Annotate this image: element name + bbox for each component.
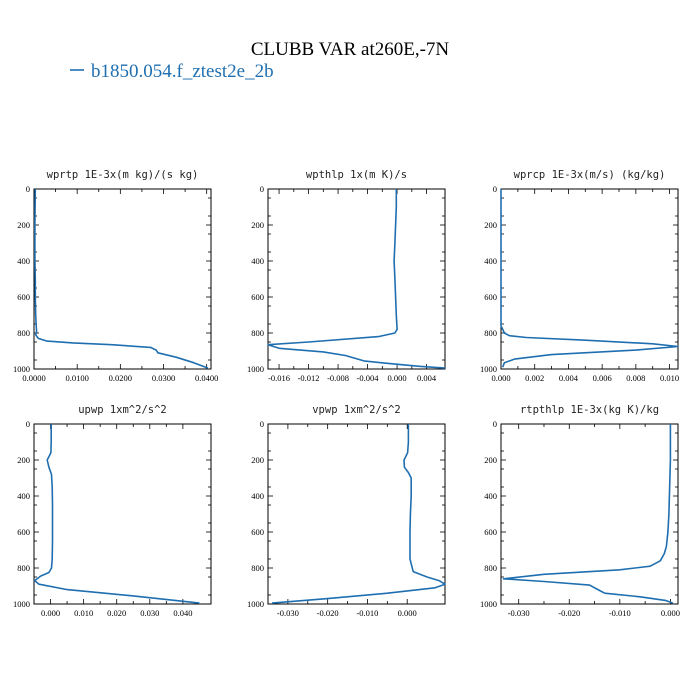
- y-tick-label: 200: [484, 220, 497, 230]
- y-tick-label: 600: [17, 292, 30, 302]
- figure-title: CLUBB VAR at260E,-7N: [251, 39, 450, 60]
- y-tick-label: 1000: [247, 364, 264, 374]
- plot-frame: [267, 188, 446, 370]
- series-line: [267, 189, 446, 369]
- chart-panel-1: wprtp 1E-3x(m kg)/(s kg) 0 200 400 600 800 100…: [13, 169, 218, 383]
- x-tick-label: 0.006: [593, 373, 612, 383]
- panel-title: vpwp 1xm^2/s^2: [312, 404, 401, 416]
- y-tick-label: 800: [17, 563, 30, 573]
- x-tick-label: 0.040: [173, 608, 192, 618]
- x-tick-label: 0.0100: [65, 373, 88, 383]
- plot-frame: [33, 188, 212, 370]
- y-tick-label: 1000: [247, 599, 264, 609]
- series-line: [500, 189, 679, 368]
- x-tick-label: 0.002: [525, 373, 544, 383]
- y-tick-label: 0: [26, 184, 30, 194]
- x-tick-label: -0.004: [357, 373, 380, 383]
- y-tick-label: 200: [251, 455, 264, 465]
- x-tick-label: 0.000: [661, 608, 680, 618]
- panel-title: wprtp 1E-3x(m kg)/(s kg): [47, 169, 199, 181]
- x-tick-label: -0.008: [327, 373, 349, 383]
- y-tick-label: 1000: [13, 599, 30, 609]
- y-tick-label: 0: [260, 419, 264, 429]
- y-tick-label: 200: [17, 455, 30, 465]
- plot-frame: [33, 423, 212, 605]
- y-tick-label: 600: [484, 527, 497, 537]
- chart-panel-2: wpthlp 1x(m K)/s02004006008001000-0.016-…: [247, 169, 446, 383]
- chart-panel-3: wprcp 1E-3x(m/s) (kg/kg) 0 200 400 600 800 100…: [480, 169, 679, 383]
- x-tick-label: 0.000: [388, 373, 407, 383]
- y-tick-label: 0: [260, 184, 264, 194]
- y-tick-label: 400: [251, 491, 264, 501]
- x-tick-label: 0.000: [398, 608, 417, 618]
- x-tick-label: 0.010: [74, 608, 93, 618]
- y-tick-label: 400: [17, 491, 30, 501]
- y-tick-label: 600: [484, 292, 497, 302]
- y-tick-label: 400: [484, 256, 497, 266]
- y-tick-label: 400: [251, 256, 264, 266]
- panel-title: upwp 1xm^2/s^2: [78, 404, 167, 416]
- y-tick-label: 0: [26, 419, 30, 429]
- y-tick-label: 1000: [13, 364, 30, 374]
- x-tick-label: -0.030: [508, 608, 530, 618]
- x-tick-label: 0.004: [559, 373, 579, 383]
- y-tick-label: 800: [484, 563, 497, 573]
- y-tick-label: 800: [251, 563, 264, 573]
- x-tick-label: -0.010: [356, 608, 378, 618]
- series-line: [33, 424, 200, 604]
- x-tick-label: -0.010: [609, 608, 631, 618]
- x-tick-label: 0.020: [107, 608, 126, 618]
- panel-title: wprcp 1E-3x(m/s) (kg/kg): [514, 169, 666, 181]
- legend: b1850.054.f_ztest2e_2b: [70, 61, 274, 82]
- y-tick-label: 800: [484, 328, 497, 338]
- y-tick-label: 0: [493, 184, 497, 194]
- x-tick-label: -0.016: [268, 373, 290, 383]
- y-tick-label: 400: [484, 491, 497, 501]
- x-tick-label: 0.000: [491, 373, 510, 383]
- x-tick-label: 0.004: [417, 373, 437, 383]
- chart-panel-5: vpwp 1xm^2/s^2 0 200 400 600 800 1000 -0.030 -0.…: [247, 404, 446, 618]
- x-tick-label: 0.0300: [152, 373, 175, 383]
- x-tick-label: 0.008: [626, 373, 645, 383]
- x-tick-label: 0.0000: [22, 373, 45, 383]
- x-tick-label: 0.0200: [109, 373, 132, 383]
- plot-frame: [500, 423, 679, 605]
- y-tick-label: 800: [17, 328, 30, 338]
- y-tick-label: 200: [17, 220, 30, 230]
- y-tick-label: 1000: [480, 364, 497, 374]
- y-tick-label: 200: [251, 220, 264, 230]
- y-tick-label: 800: [251, 328, 264, 338]
- series-line: [502, 424, 674, 604]
- x-tick-label: 0.030: [140, 608, 159, 618]
- series-line: [34, 188, 209, 369]
- y-tick-label: 400: [17, 256, 30, 266]
- y-tick-label: 200: [484, 455, 497, 465]
- y-tick-label: 0: [493, 419, 497, 429]
- x-tick-label: -0.030: [277, 608, 299, 618]
- chart-panel-4: upwp 1xm^2/s^2 0 200 400 600 800 1000 0.000 0.01…: [13, 404, 212, 618]
- series-line: [271, 424, 446, 604]
- panel-title: wpthlp 1x(m K)/s: [306, 169, 407, 181]
- panel-title: rtpthlp 1E-3x(kg K)/kg: [520, 404, 659, 416]
- x-tick-label: -0.020: [317, 608, 339, 618]
- x-tick-label: 0.0400: [195, 373, 218, 383]
- x-tick-label: 0.010: [660, 373, 679, 383]
- y-tick-label: 1000: [480, 599, 497, 609]
- x-tick-label: -0.020: [558, 608, 580, 618]
- y-tick-label: 600: [17, 527, 30, 537]
- y-tick-label: 600: [251, 292, 264, 302]
- plot-frame: [267, 423, 446, 605]
- legend-label: b1850.054.f_ztest2e_2b: [91, 61, 274, 82]
- x-tick-label: -0.012: [298, 373, 320, 383]
- y-tick-label: 600: [251, 527, 264, 537]
- chart-panel-6: rtpthlp 1E-3x(kg K)/kg 0 200 400 600 800 1000 -…: [480, 404, 680, 618]
- plot-frame: [500, 188, 679, 370]
- x-tick-label: 0.000: [41, 608, 60, 618]
